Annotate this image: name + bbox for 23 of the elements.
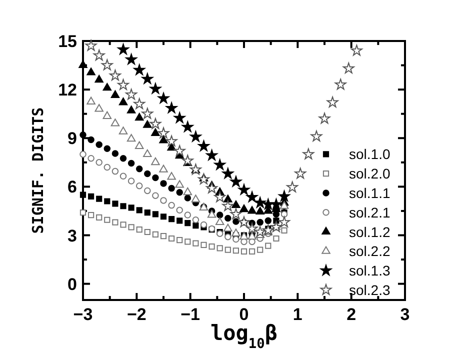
- legend-label: sol.2.0: [349, 166, 390, 182]
- y-tick-label: 15: [58, 32, 77, 51]
- y-tick-label: 3: [68, 226, 77, 246]
- x-tick-label: 3: [400, 305, 410, 324]
- x-tick-label: −3: [73, 305, 93, 324]
- legend-label: sol.1.3: [349, 262, 390, 279]
- y-axis-title: SIGNIF. DIGITS: [29, 107, 47, 234]
- y-tick-label: 0: [68, 274, 77, 294]
- legend-label: sol.1.1: [349, 185, 390, 201]
- x-tick-label: 0: [239, 305, 249, 324]
- legend-label: sol.2.2: [349, 243, 390, 260]
- y-tick-label: 12: [58, 80, 77, 100]
- legend-label: sol.2.3: [349, 282, 390, 298]
- x-tick-label: −2: [126, 305, 146, 324]
- x-tick-label: 1: [292, 305, 302, 324]
- x-axis-title: log$_{10}$β: [210, 321, 278, 352]
- y-tick-label: 6: [68, 178, 77, 197]
- legend-label: sol.2.1: [349, 204, 390, 220]
- y-tick-label: 9: [68, 129, 77, 148]
- legend-label: sol.1.0: [349, 146, 390, 162]
- x-tick-label: 2: [346, 305, 356, 324]
- x-tick-label: −1: [180, 305, 200, 324]
- legend-label: sol.1.2: [349, 224, 390, 240]
